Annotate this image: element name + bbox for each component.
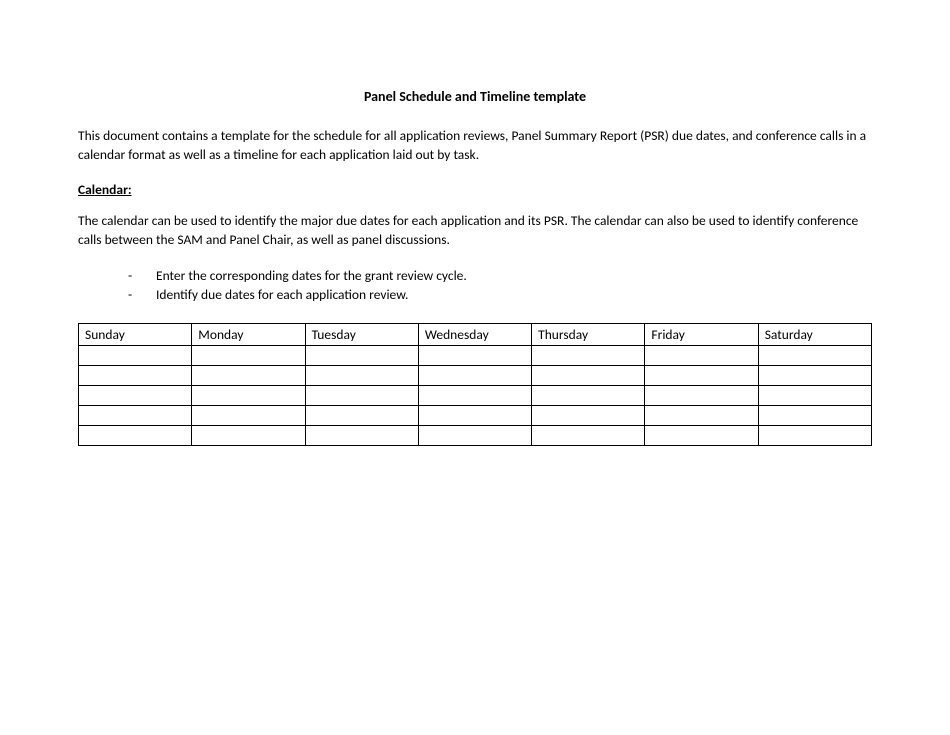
calendar-table: Sunday Monday Tuesday Wednesday Thursday… [78, 323, 872, 446]
cell [532, 405, 645, 425]
table-row [79, 385, 872, 405]
cell [192, 425, 305, 445]
col-tuesday: Tuesday [305, 323, 418, 345]
table-row [79, 365, 872, 385]
bullet-item: Enter the corresponding dates for the gr… [128, 266, 872, 286]
cell [532, 385, 645, 405]
cell [532, 345, 645, 365]
col-thursday: Thursday [532, 323, 645, 345]
cell [305, 365, 418, 385]
bullet-list: Enter the corresponding dates for the gr… [128, 266, 872, 305]
cell [305, 405, 418, 425]
cell [79, 425, 192, 445]
table-row [79, 405, 872, 425]
cell [305, 345, 418, 365]
intro-paragraph: This document contains a template for th… [78, 127, 872, 165]
bullet-item: Identify due dates for each application … [128, 285, 872, 305]
calendar-paragraph: The calendar can be used to identify the… [78, 212, 872, 250]
cell [418, 365, 531, 385]
cell [758, 345, 871, 365]
table-header-row: Sunday Monday Tuesday Wednesday Thursday… [79, 323, 872, 345]
table-row [79, 425, 872, 445]
col-saturday: Saturday [758, 323, 871, 345]
cell [305, 425, 418, 445]
col-sunday: Sunday [79, 323, 192, 345]
cell [418, 425, 531, 445]
col-friday: Friday [645, 323, 758, 345]
col-monday: Monday [192, 323, 305, 345]
cell [758, 405, 871, 425]
cell [645, 385, 758, 405]
cell [645, 345, 758, 365]
cell [305, 385, 418, 405]
cell [192, 365, 305, 385]
cell [532, 365, 645, 385]
cell [192, 405, 305, 425]
cell [645, 425, 758, 445]
cell [79, 385, 192, 405]
cell [645, 365, 758, 385]
cell [418, 385, 531, 405]
cell [645, 405, 758, 425]
col-wednesday: Wednesday [418, 323, 531, 345]
cell [418, 405, 531, 425]
cell [79, 365, 192, 385]
cell [79, 405, 192, 425]
calendar-heading: Calendar: [78, 181, 872, 198]
cell [758, 365, 871, 385]
cell [418, 345, 531, 365]
cell [192, 385, 305, 405]
cell [758, 385, 871, 405]
cell [79, 345, 192, 365]
table-row [79, 345, 872, 365]
cell [532, 425, 645, 445]
cell [758, 425, 871, 445]
document-title: Panel Schedule and Timeline template [78, 88, 872, 105]
cell [192, 345, 305, 365]
